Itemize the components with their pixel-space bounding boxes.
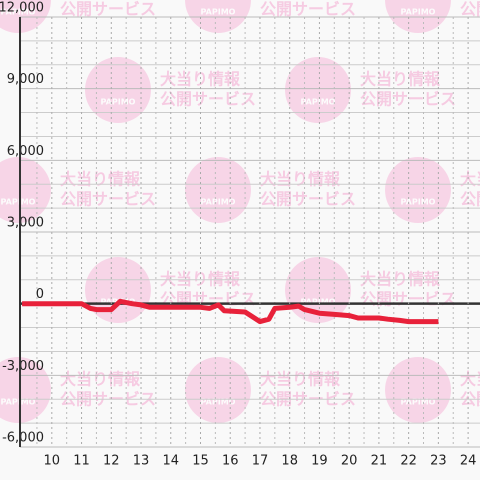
watermark-logo bbox=[0, 357, 51, 423]
watermark-text: 大当り情報 bbox=[460, 370, 480, 389]
watermark-brand: PAPIMO bbox=[201, 198, 236, 207]
watermark-text: 大当り情報 bbox=[60, 370, 141, 389]
x-tick-label: 23 bbox=[430, 454, 447, 469]
x-tick-label: 24 bbox=[460, 454, 477, 469]
watermark-brand: PAPIMO bbox=[1, 8, 36, 17]
watermark-brand: PAPIMO bbox=[101, 98, 136, 107]
watermark-logo bbox=[0, 157, 51, 223]
x-tick-label: 13 bbox=[133, 454, 150, 469]
y-tick-label: -3,000 bbox=[2, 359, 44, 374]
watermark-logo bbox=[85, 57, 151, 123]
watermark-brand: PAPIMO bbox=[201, 8, 236, 17]
watermark-brand: PAPIMO bbox=[1, 198, 36, 207]
watermark-logo bbox=[185, 157, 251, 223]
x-tick-label: 10 bbox=[44, 454, 61, 469]
x-tick-label: 21 bbox=[371, 454, 388, 469]
y-tick-label: 0 bbox=[36, 287, 44, 302]
y-tick-label: 3,000 bbox=[7, 216, 44, 231]
data-line bbox=[22, 298, 439, 325]
watermark-text: 公開サービス bbox=[460, 190, 480, 209]
x-tick-label: 22 bbox=[400, 454, 417, 469]
y-tick-label: -6,000 bbox=[2, 431, 44, 446]
watermark-brand: PAPIMO bbox=[301, 298, 336, 307]
watermark-text: 公開サービス bbox=[260, 190, 356, 209]
watermark-logo bbox=[385, 357, 451, 423]
watermark-text: 公開サービス bbox=[160, 90, 256, 109]
y-tick-label: 6,000 bbox=[7, 144, 44, 159]
watermark-text: 公開サービス bbox=[360, 290, 456, 309]
watermark-text: 公開サービス bbox=[360, 90, 456, 109]
watermark-logo bbox=[185, 0, 251, 33]
x-tick-label: 14 bbox=[162, 454, 179, 469]
x-tick-label: 19 bbox=[311, 454, 328, 469]
y-tick-label: 9,000 bbox=[7, 72, 44, 87]
watermark-brand: PAPIMO bbox=[401, 398, 436, 407]
watermark-text: 公開サービス bbox=[260, 0, 356, 19]
watermark-brand: PAPIMO bbox=[401, 8, 436, 17]
watermark-text: 大当り情報 bbox=[360, 70, 441, 89]
watermark-text: 大当り情報 bbox=[60, 170, 141, 189]
watermark-logo bbox=[185, 357, 251, 423]
x-tick-label: 12 bbox=[103, 454, 120, 469]
watermark-text: 大当り情報 bbox=[260, 170, 341, 189]
watermark-text: 大当り情報 bbox=[360, 270, 441, 289]
watermark-text: 大当り情報 bbox=[260, 370, 341, 389]
x-tick-label: 20 bbox=[341, 454, 358, 469]
watermark-logo bbox=[285, 57, 351, 123]
watermark-text: 公開サービス bbox=[60, 190, 156, 209]
y-tick-label: 12,000 bbox=[0, 1, 44, 16]
watermark-brand: PAPIMO bbox=[301, 98, 336, 107]
watermark-brand: PAPIMO bbox=[401, 198, 436, 207]
watermark-brand: PAPIMO bbox=[201, 398, 236, 407]
x-tick-label: 11 bbox=[73, 454, 90, 469]
x-tick-label: 17 bbox=[252, 454, 269, 469]
x-tick-label: 16 bbox=[222, 454, 239, 469]
x-tick-label: 18 bbox=[281, 454, 298, 469]
watermark-brand: PAPIMO bbox=[1, 398, 36, 407]
watermark-text: 大当り情報 bbox=[460, 170, 480, 189]
watermark-text: 公開サービス bbox=[460, 0, 480, 19]
watermark-logo bbox=[385, 0, 451, 33]
x-tick-label: 15 bbox=[192, 454, 209, 469]
watermark-logo bbox=[0, 0, 51, 33]
watermark-logo bbox=[385, 157, 451, 223]
watermark-text: 公開サービス bbox=[60, 0, 156, 19]
